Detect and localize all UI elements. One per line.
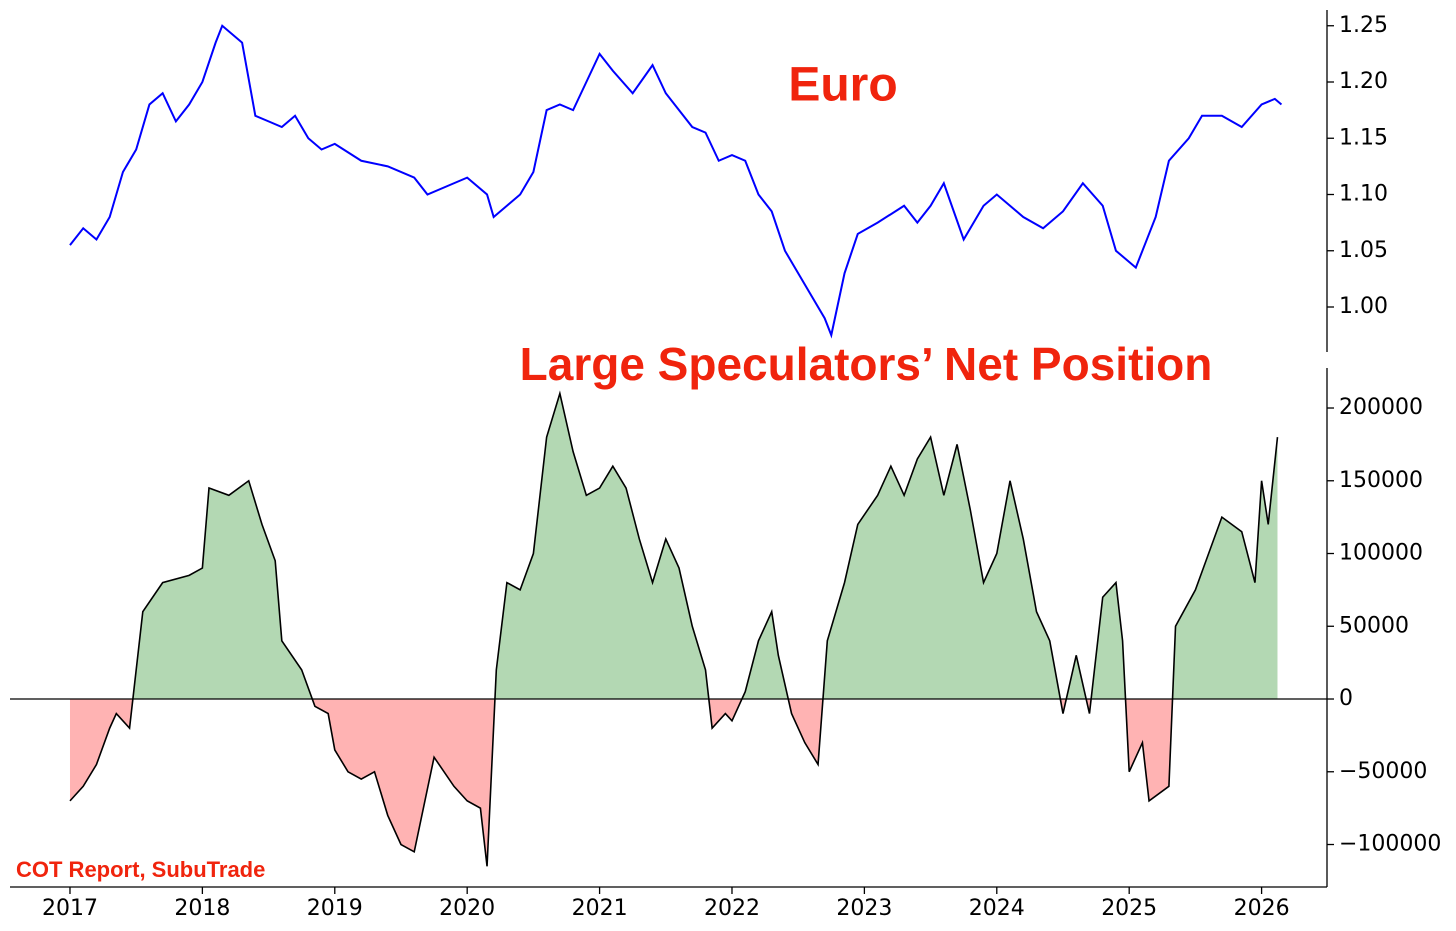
chart-title: Large Speculators’ Net Position [520,338,1213,390]
y-tick-label: 150000 [1339,468,1423,493]
y-tick-label: 1.25 [1339,13,1388,38]
x-tick-label: 2020 [439,896,495,921]
y-tick-label: 100000 [1339,541,1423,566]
positive-area [69,393,1278,700]
negative-area [69,699,1173,867]
x-tick-label: 2023 [836,896,892,921]
net-position-line [69,390,1279,867]
y-tick-label: 50000 [1339,613,1409,638]
x-tick-label: 2022 [704,896,760,921]
x-tick-label: 2017 [42,896,98,921]
x-tick-label: 2025 [1101,896,1157,921]
y-tick-label: 1.10 [1339,182,1388,207]
price-line [69,24,1283,339]
chart-title: Euro [788,59,897,112]
y-tick-label: −50000 [1339,759,1427,784]
y-tick-label: 1.15 [1339,125,1388,150]
y-tick-label: 0 [1339,686,1353,711]
x-tick-label: 2018 [174,896,230,921]
y-tick-label: −100000 [1339,832,1441,857]
x-tick-label: 2019 [307,896,363,921]
source-note: COT Report, SubuTrade [16,857,265,882]
y-tick-label: 1.20 [1339,69,1388,94]
y-tick-label: 200000 [1339,395,1423,420]
x-tick-label: 2026 [1234,896,1290,921]
y-tick-label: 1.00 [1339,294,1388,319]
x-tick-label: 2021 [572,896,628,921]
x-tick-label: 2024 [969,896,1025,921]
y-tick-label: 1.05 [1339,238,1388,263]
